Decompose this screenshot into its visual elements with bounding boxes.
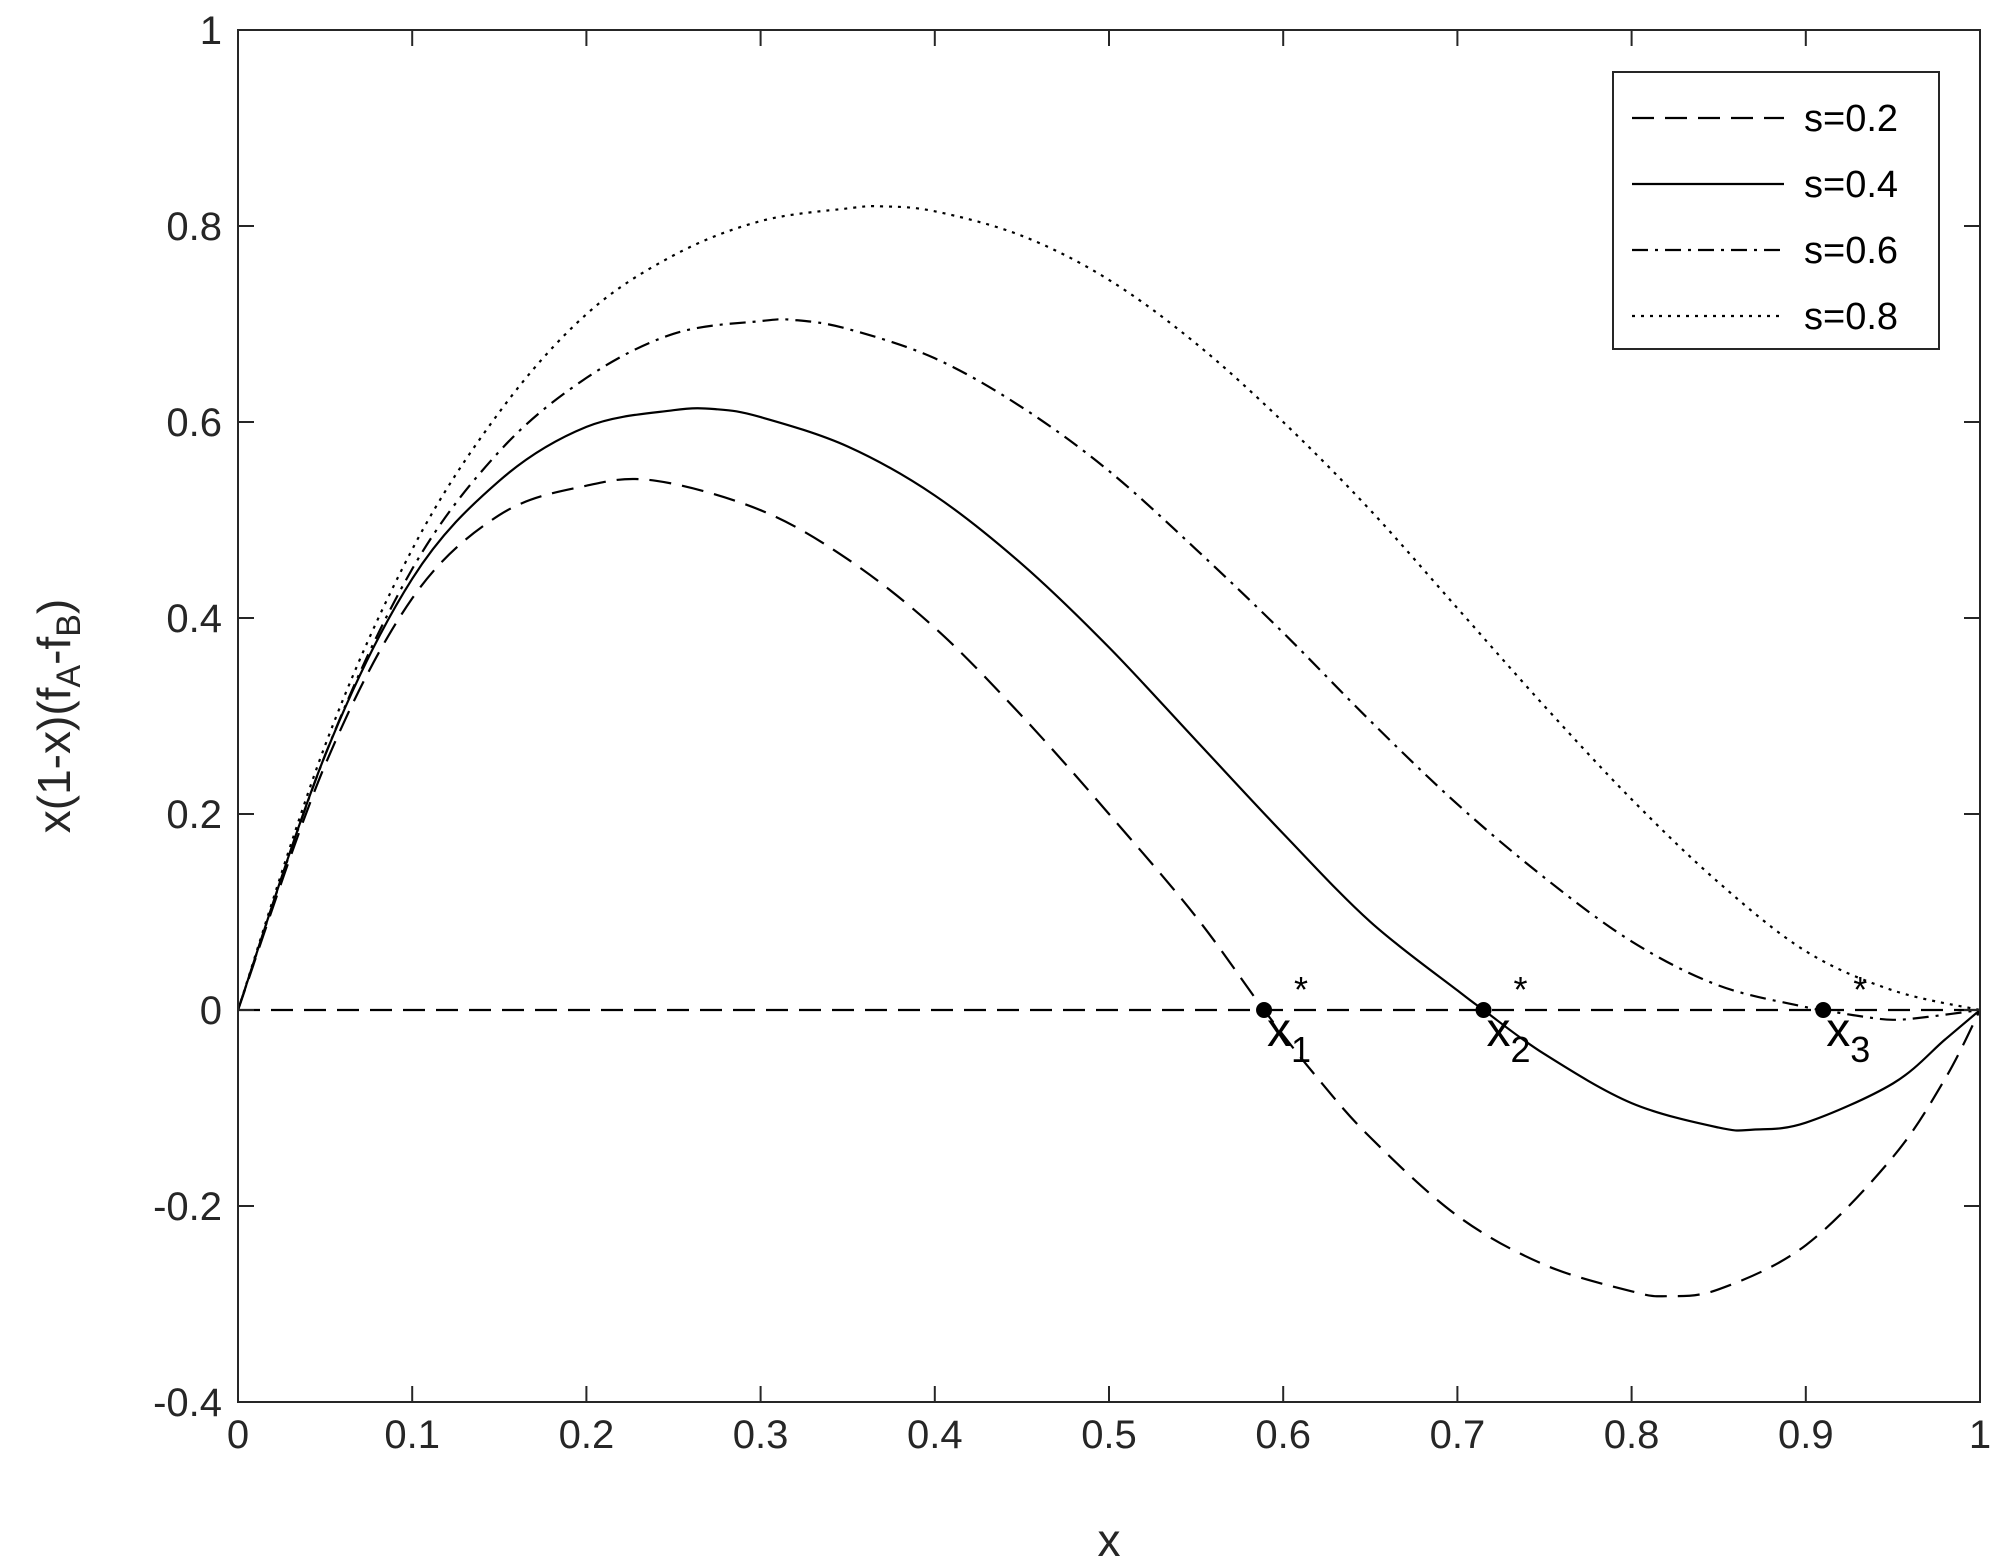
y-tick-label: -0.4 xyxy=(153,1381,222,1425)
legend-label-2: s=0.4 xyxy=(1804,164,1898,206)
x-tick-label: 0.4 xyxy=(907,1413,963,1457)
y-tick-label: 0.2 xyxy=(166,793,222,837)
equilibrium-label-base: x xyxy=(1267,1004,1291,1057)
y-tick-label: 1 xyxy=(200,9,222,53)
legend-label-4: s=0.8 xyxy=(1804,296,1898,338)
legend-label-1: s=0.2 xyxy=(1804,98,1898,140)
equilibrium-label-sup-2: * xyxy=(1514,969,1528,1010)
x-tick-label: 0.8 xyxy=(1604,1413,1660,1457)
legend-label-3: s=0.6 xyxy=(1804,230,1898,272)
ticks-layer: 0 0.1 0.2 0.3 0.4 0.5 0.6 0.7 0.8 0.9 1 -0.4 -0.2 0 0.… xyxy=(153,9,1991,1457)
equilibrium-label-sub: 3 xyxy=(1850,1029,1870,1070)
y-label-sub-a: A xyxy=(50,665,88,688)
y-tick-label: 0.6 xyxy=(166,401,222,445)
equilibrium-point-1 xyxy=(1256,1002,1273,1018)
y-label-mid: -f xyxy=(28,637,80,665)
equilibrium-label-sub: 1 xyxy=(1291,1029,1311,1070)
legend: s=0.2 s=0.4 s=0.6 s=0.8 xyxy=(1612,71,1940,350)
y-tick-label: 0.8 xyxy=(166,205,222,249)
x-axis-label: x xyxy=(1098,1514,1121,1565)
x-tick-label: 0.7 xyxy=(1430,1413,1486,1457)
y-label-sub-b: B xyxy=(50,614,88,637)
x-tick-label: 0.2 xyxy=(559,1413,615,1457)
equilibrium-label-base: x xyxy=(1826,1004,1850,1057)
equilibrium-label-2: x2 xyxy=(1487,1004,1531,1070)
x-tick-label: 0.1 xyxy=(384,1413,440,1457)
equilibrium-label-1: x1 xyxy=(1267,1004,1311,1070)
series-line-s-0-6 xyxy=(236,318,1981,1021)
x-tick-label: 0 xyxy=(227,1413,249,1457)
y-tick-label: 0 xyxy=(200,989,222,1033)
equilibrium-point-2 xyxy=(1475,1002,1492,1018)
series-line-s-0-2 xyxy=(236,477,1981,1298)
y-axis-label: x(1-x)(fA-fB) xyxy=(28,599,88,833)
equilibrium-label-3: x3 xyxy=(1826,1004,1870,1070)
x-tick-label: 0.3 xyxy=(733,1413,789,1457)
series-line-s-0-8 xyxy=(236,205,1981,1012)
y-tick-label: -0.2 xyxy=(153,1185,222,1229)
equilibrium-label-sup-3: * xyxy=(1853,969,1867,1010)
curves-layer xyxy=(236,205,1981,1298)
x-tick-label: 0.5 xyxy=(1081,1413,1137,1457)
y-label-suffix: ) xyxy=(28,599,80,614)
x-tick-label: 1 xyxy=(1969,1413,1991,1457)
equilibrium-label-base: x xyxy=(1487,1004,1511,1057)
equilibrium-label-sub: 2 xyxy=(1511,1029,1531,1070)
x-tick-label: 0.6 xyxy=(1255,1413,1311,1457)
y-label-prefix: x(1-x)(f xyxy=(28,687,80,833)
equilibrium-point-3 xyxy=(1815,1002,1832,1018)
x-tick-label: 0.9 xyxy=(1778,1413,1834,1457)
series-line-s-0-4 xyxy=(236,407,1981,1132)
markers-layer: x1*x2*x3* xyxy=(1256,969,1870,1070)
y-tick-label: 0.4 xyxy=(166,597,222,641)
equilibrium-label-sup-1: * xyxy=(1294,969,1308,1010)
